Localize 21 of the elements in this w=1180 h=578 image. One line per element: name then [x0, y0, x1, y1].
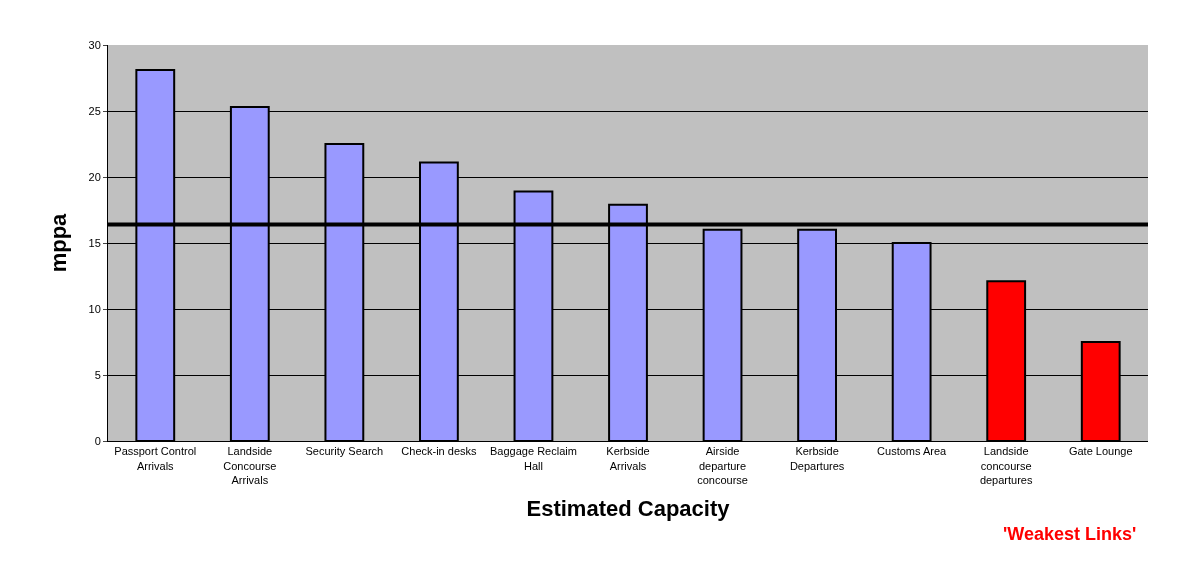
x-tick-label: Gate Lounge [1068, 445, 1133, 458]
y-tick-label: 25 [88, 104, 101, 117]
y-tick-label: 10 [88, 302, 101, 315]
x-tick-label: Kerbside Arrivals [606, 445, 650, 472]
x-tick-label: Landside concourse departures [979, 445, 1033, 486]
x-axis-title: Estimated Capacity [526, 495, 731, 521]
y-tick-label: 0 [94, 434, 101, 447]
y-axis-title: mppa [46, 212, 72, 273]
y-tick-label: 15 [88, 236, 101, 249]
x-tick-label: Security Search [305, 445, 384, 458]
x-tick-label: Landside Concourse Arrivals [223, 445, 277, 486]
x-tick-label: Passport Control Arrivals [114, 445, 197, 472]
text: 'Weakest Links' [1003, 524, 1137, 544]
x-tick-label: Kerbside Departures [789, 445, 845, 472]
x-tick-label: Baggage Reclaim Hall [490, 445, 577, 472]
y-tick-label: 20 [88, 170, 101, 183]
x-tick-label: Customs Area [877, 445, 948, 458]
y-tick-label: 30 [88, 38, 101, 51]
x-tick-label: Check-in desks [401, 445, 477, 458]
y-tick-label: 5 [94, 368, 101, 381]
x-tick-label: Airside departure concourse [697, 445, 748, 486]
